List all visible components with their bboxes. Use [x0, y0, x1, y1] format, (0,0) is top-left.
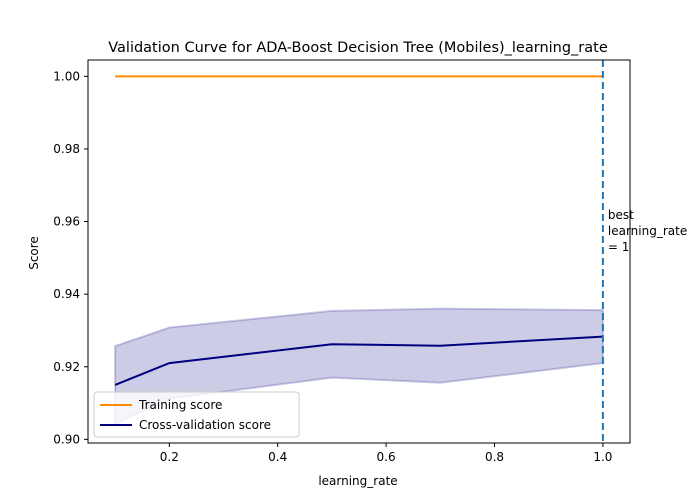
legend-label: Cross-validation score — [139, 418, 271, 432]
legend-label: Training score — [138, 398, 222, 412]
x-tick-label: 0.8 — [485, 450, 504, 464]
y-tick-label: 0.96 — [53, 215, 80, 229]
y-tick-label: 0.94 — [53, 287, 80, 301]
x-tick-label: 0.4 — [268, 450, 287, 464]
y-tick-label: 1.00 — [53, 69, 80, 83]
chart-title: Validation Curve for ADA-Boost Decision … — [108, 40, 608, 56]
best-param-annotation-line: best — [608, 208, 634, 222]
best-param-annotation: best learning_rate = 1 — [608, 208, 687, 254]
y-tick-label: 0.92 — [53, 360, 80, 374]
x-axis-label: learning_rate — [318, 474, 397, 488]
legend-box — [93, 391, 300, 438]
x-tick-label: 1.0 — [593, 450, 612, 464]
legend: Training score Cross-validation score — [93, 391, 300, 438]
x-tick-label: 0.2 — [160, 450, 179, 464]
x-tick-label: 0.6 — [377, 450, 396, 464]
y-axis-label: Score — [27, 236, 41, 270]
y-tick-label: 0.90 — [53, 432, 80, 446]
axes-frame — [87, 59, 631, 444]
axes: 0.2 0.4 0.6 0.8 1.0 0.90 0.92 0.94 0.96 0.98 1.00 — [53, 59, 631, 464]
y-tick-label: 0.98 — [53, 142, 80, 156]
best-param-annotation-line: = 1 — [608, 240, 630, 254]
best-param-annotation-line: learning_rate — [608, 224, 687, 238]
